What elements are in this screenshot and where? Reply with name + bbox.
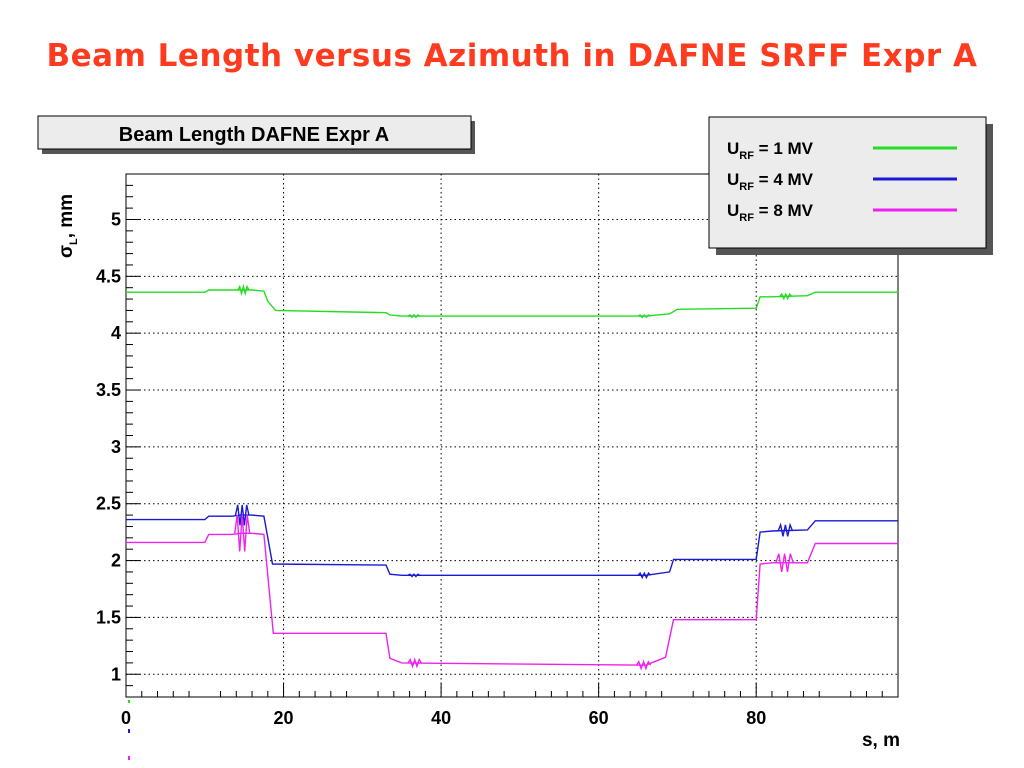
y-tick-label: 2: [111, 551, 121, 571]
series-line: [126, 532, 898, 666]
y-tick-label: 4: [111, 323, 121, 343]
series-oscillation: [234, 515, 251, 552]
axes: 1 1.5 2 2.5 3 3.5 4 4.5 5 0 20 40 60 80: [96, 184, 883, 728]
legend-label: URF = 1 MV: [727, 139, 814, 162]
y-tick-label: 5: [111, 209, 121, 229]
plot-frame: [125, 173, 899, 698]
slide-title: Beam Length versus Azimuth in DAFNE SRFF…: [46, 38, 978, 74]
y-tick-label: 1.5: [96, 607, 121, 627]
series-oscillation: [637, 571, 652, 580]
x-tick-label: 0: [121, 708, 131, 728]
series-line: [126, 514, 898, 576]
series-oscillation: [407, 657, 422, 669]
chart-title-box: Beam Length DAFNE Expr A: [37, 115, 475, 154]
legend-label: URF = 4 MV: [727, 170, 814, 193]
series-oscillation: [237, 283, 250, 297]
series-oscillation: [234, 504, 250, 526]
x-tick-label: 60: [589, 708, 609, 728]
series-oscillation: [635, 659, 652, 671]
series-2: [126, 514, 898, 576]
legend-label: URF = 8 MV: [727, 201, 814, 224]
x-tick-label: 80: [746, 708, 766, 728]
series-oscillation: [407, 313, 421, 319]
x-tick-label: 20: [274, 708, 294, 728]
y-axis-title: σL, mm: [56, 194, 80, 258]
series-oscillation: [637, 313, 651, 319]
x-axis-title: s, m: [862, 730, 900, 751]
y-tick-label: 3.5: [96, 380, 121, 400]
y-tick-label: 3: [111, 437, 121, 457]
y-tick-label: 4.5: [96, 266, 121, 286]
series-group: [126, 283, 898, 671]
series-line: [126, 289, 898, 317]
series-3: [126, 532, 898, 666]
series-oscillation: [777, 522, 794, 537]
series-1: [126, 289, 898, 317]
legend: URF = 1 MV URF = 4 MV URF = 8 MV: [708, 116, 993, 255]
y-tick-label: 1: [111, 664, 121, 684]
x-tick-label: 40: [431, 708, 451, 728]
series-oscillation: [775, 553, 794, 573]
series-oscillation: [407, 573, 421, 578]
grid: [126, 174, 898, 697]
y-tick-label: 2.5: [96, 494, 121, 514]
series-oscillation: [779, 292, 793, 301]
origin-markers: [128, 700, 130, 760]
chart-title: Beam Length DAFNE Expr A: [119, 124, 389, 146]
